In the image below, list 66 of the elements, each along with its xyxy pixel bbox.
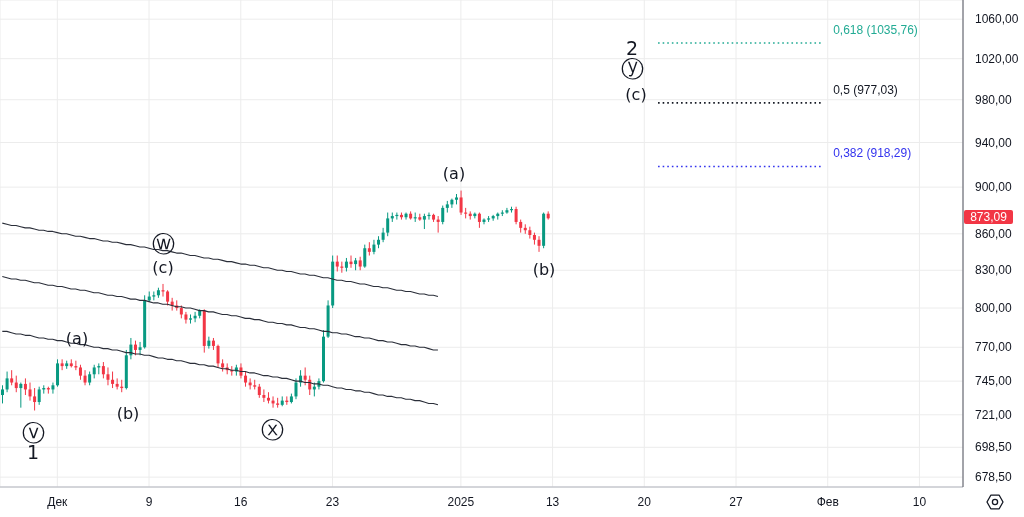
candlestick — [83, 369, 87, 386]
candlestick — [19, 382, 23, 409]
candlestick — [294, 377, 298, 400]
candlestick — [386, 212, 390, 237]
annotation: (a) — [65, 328, 89, 348]
x-tick-label: 10 — [912, 494, 927, 509]
annotation: (b) — [532, 259, 556, 279]
text: 873,09 — [970, 210, 1008, 224]
candlestick — [262, 388, 266, 403]
annotation: 2 — [625, 37, 639, 59]
x-tick-label: 20 — [637, 494, 652, 509]
y-tick-label: 1060,00 — [975, 12, 1019, 27]
y-tick-label: 1020,00 — [975, 51, 1019, 66]
y-tick-label: 830,00 — [975, 263, 1013, 278]
y-tick-label: 900,00 — [975, 180, 1013, 195]
line-series — [1, 275, 439, 351]
candlestick — [372, 239, 376, 255]
line-series — [1, 330, 439, 406]
line-series — [1, 222, 439, 298]
y-tick-label: 678,50 — [975, 470, 1013, 485]
candlestick — [1, 384, 4, 404]
candlestick — [528, 226, 532, 240]
x-tick-label: 23 — [325, 494, 340, 509]
annotation: ⓨ — [620, 56, 644, 82]
candlestick — [51, 382, 55, 395]
annotation: (c) — [625, 84, 647, 104]
x-tick-label: Фев — [816, 494, 839, 509]
candlestick — [56, 358, 60, 388]
candlestick — [505, 207, 509, 215]
candlestick — [184, 311, 188, 325]
annotation: (b) — [116, 403, 140, 423]
y-tick-label: 860,00 — [975, 226, 1013, 241]
series-label: 0,382 (918,29) — [833, 146, 912, 161]
candlestick — [106, 366, 110, 386]
candlestick — [115, 377, 119, 390]
annotation: (c) — [152, 257, 174, 277]
y-tick-label: 940,00 — [975, 135, 1013, 150]
y-tick-label: 745,00 — [975, 374, 1013, 389]
candlestick — [441, 205, 445, 225]
candlestick — [207, 336, 211, 350]
candlestick — [5, 371, 9, 393]
series-label: 0,5 (977,03) — [833, 82, 898, 97]
candlestick — [459, 190, 463, 216]
x-tick-label: 13 — [545, 494, 560, 509]
candlestick — [363, 244, 367, 269]
candlestick — [37, 386, 41, 406]
x-tick-label: 27 — [729, 494, 743, 509]
annotation: ⓧ — [260, 417, 284, 443]
x-tick-label: Дек — [47, 494, 69, 509]
y-tick-label: 721,00 — [975, 407, 1013, 422]
x-tick-label: 16 — [234, 494, 248, 509]
candlestick — [216, 344, 220, 368]
series-label: 0,618 (1035,76) — [833, 22, 918, 37]
y-tick-label: 770,00 — [975, 340, 1013, 355]
candlestick — [33, 387, 37, 411]
x-tick-label: 9 — [145, 494, 153, 509]
candlestick — [138, 341, 142, 356]
annotation: (a) — [442, 163, 466, 183]
candlestick — [537, 235, 541, 253]
y-tick-label: 800,00 — [975, 301, 1013, 316]
y-tick-label: 698,50 — [975, 440, 1013, 455]
x-tick-label: 2025 — [447, 494, 475, 509]
candlestick — [381, 227, 385, 243]
candlestick — [60, 358, 64, 371]
candlestick — [28, 382, 32, 402]
y-tick-label: 980,00 — [975, 92, 1013, 107]
